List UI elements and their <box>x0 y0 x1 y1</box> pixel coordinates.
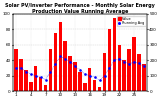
Bar <box>127 49 131 91</box>
Bar <box>19 59 23 91</box>
Bar <box>142 64 146 91</box>
Bar <box>44 85 47 91</box>
Legend: Value, Running Avg: Value, Running Avg <box>117 16 146 26</box>
Bar <box>118 45 121 91</box>
Bar <box>64 41 67 91</box>
Bar <box>93 80 96 91</box>
Bar <box>78 72 82 91</box>
Bar <box>68 56 72 91</box>
Title: Solar PV/Inverter Performance - Monthly Solar Energy Production Value Running Av: Solar PV/Inverter Performance - Monthly … <box>5 3 155 14</box>
Bar <box>98 87 101 91</box>
Bar <box>83 83 87 91</box>
Bar <box>108 29 111 91</box>
Bar <box>29 82 32 91</box>
Bar <box>103 52 106 91</box>
Bar <box>49 49 52 91</box>
Bar <box>14 49 18 91</box>
Bar <box>88 68 92 91</box>
Bar <box>59 22 62 91</box>
Bar <box>137 54 141 91</box>
Bar <box>113 18 116 91</box>
Bar <box>132 37 136 91</box>
Bar <box>39 77 42 91</box>
Bar <box>34 66 37 91</box>
Bar <box>54 33 57 91</box>
Bar <box>24 70 28 91</box>
Bar <box>122 60 126 91</box>
Bar <box>73 62 77 91</box>
